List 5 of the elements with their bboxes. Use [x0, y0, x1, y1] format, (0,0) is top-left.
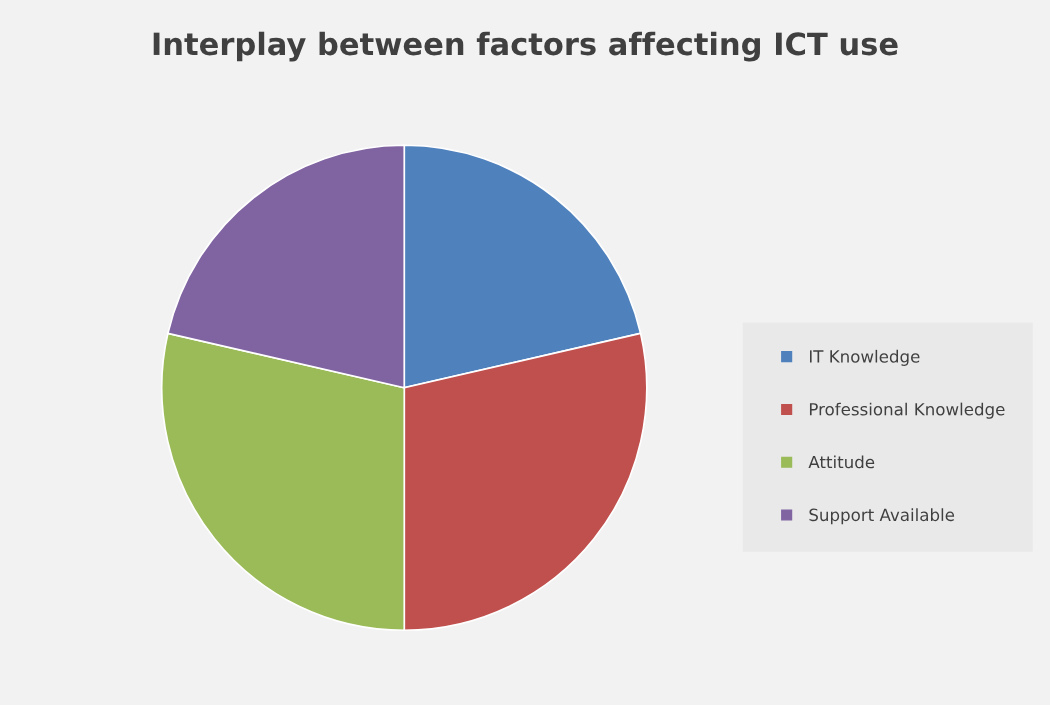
chart-title: Interplay between factors affecting ICT use [153, 31, 898, 62]
legend-label: Support Available [809, 508, 955, 525]
legend-label: Professional Knowledge [809, 402, 1005, 419]
legend-label: Attitude [808, 455, 875, 469]
legend-label: IT Knowledge [809, 349, 920, 366]
